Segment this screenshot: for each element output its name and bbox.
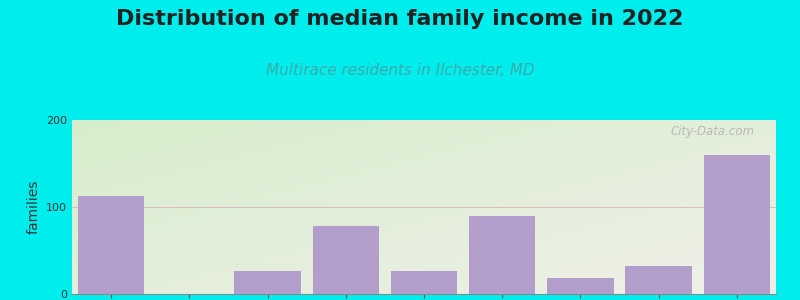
Text: City-Data.com: City-Data.com xyxy=(670,125,755,138)
Bar xyxy=(390,271,458,294)
Bar xyxy=(704,155,770,294)
Y-axis label: families: families xyxy=(26,180,41,234)
Bar xyxy=(234,271,301,294)
Bar xyxy=(313,226,379,294)
Bar xyxy=(626,266,692,294)
Text: Distribution of median family income in 2022: Distribution of median family income in … xyxy=(116,9,684,29)
Bar xyxy=(547,278,614,294)
Bar xyxy=(469,216,535,294)
Text: Multirace residents in Ilchester, MD: Multirace residents in Ilchester, MD xyxy=(266,63,534,78)
Bar xyxy=(78,196,144,294)
